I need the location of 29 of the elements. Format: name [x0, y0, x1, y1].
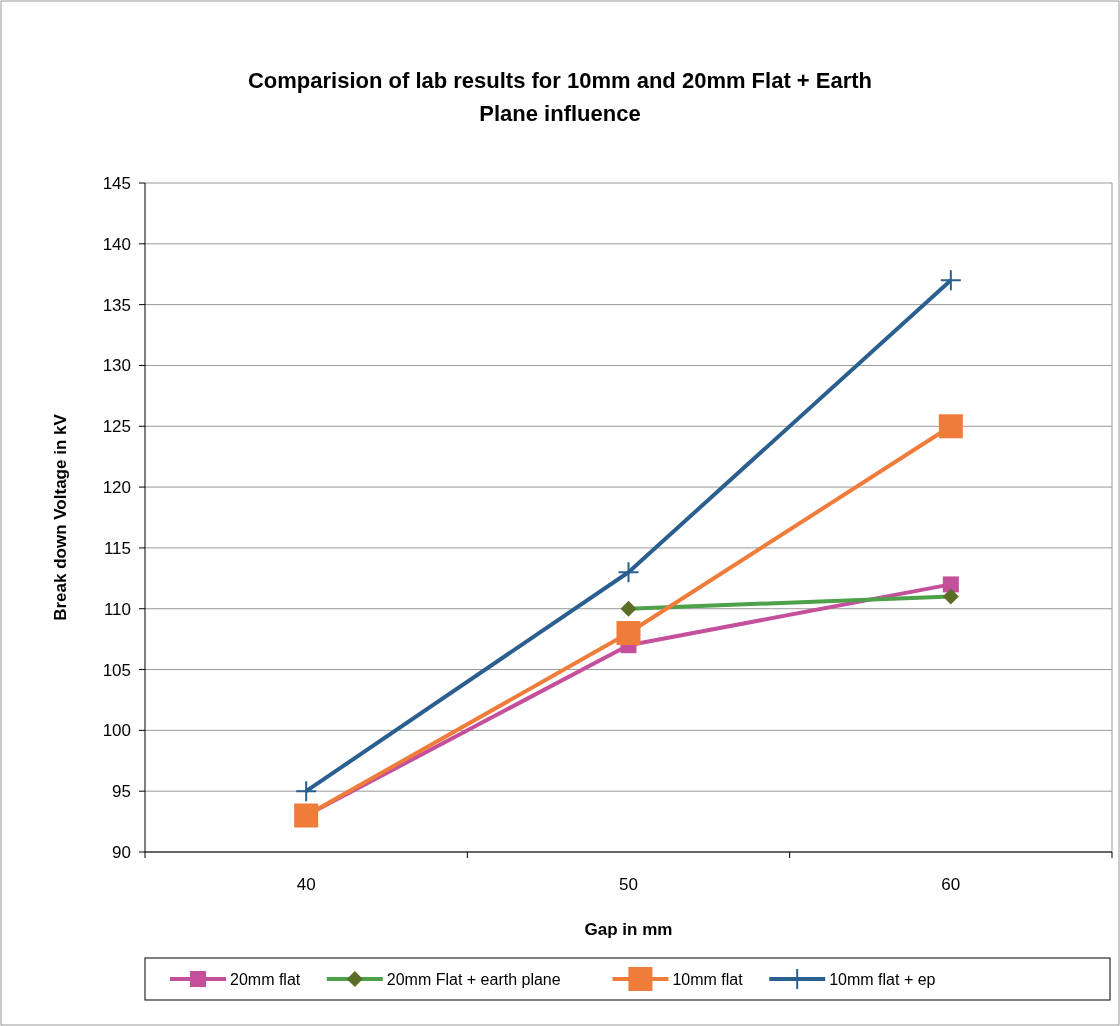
y-axis-title: Break down Voltage in kV — [51, 413, 70, 621]
chart-title: Comparision of lab results for 10mm and 20mm Flat + Earth Plane influence — [247, 68, 873, 126]
point — [942, 576, 959, 593]
x-axis-title: Gap in mm — [584, 920, 673, 939]
y-tick-label: 115 — [103, 538, 131, 558]
legend-label: 20mm Flat + earth plane — [386, 971, 561, 988]
x-tick-label: 50 — [619, 875, 638, 894]
y-tick-label: 145 — [102, 174, 131, 193]
point — [938, 414, 963, 439]
point — [616, 621, 641, 646]
point — [295, 780, 318, 803]
y-tick-label: 125 — [102, 417, 131, 437]
x-tick-label: 40 — [296, 875, 316, 894]
y-tick-label: 105 — [102, 660, 131, 680]
y-tick-label: 140 — [102, 234, 131, 254]
y-tick-label: 110 — [103, 599, 131, 619]
y-tick-label: 120 — [102, 478, 131, 498]
y-tick-label: 135 — [102, 295, 131, 315]
y-tick-label: 100 — [102, 721, 131, 741]
legend-label: 10mm flat + ep — [829, 971, 936, 988]
legend-label: 20mm flat — [230, 971, 301, 988]
point — [294, 803, 319, 828]
y-tick-label: 90 — [112, 843, 131, 862]
y-tick-label: 95 — [112, 782, 131, 802]
legend-label: 10mm flat — [672, 971, 744, 988]
x-tick-label: 60 — [941, 875, 961, 894]
point — [617, 561, 640, 584]
point — [939, 269, 962, 292]
y-tick-label: 130 — [102, 356, 131, 376]
